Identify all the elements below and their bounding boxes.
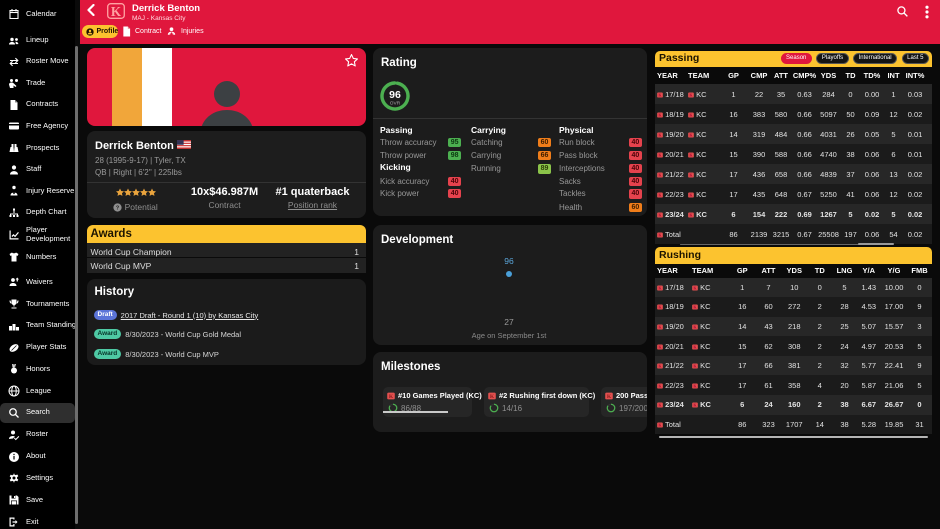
- svg-text:K: K: [490, 394, 495, 400]
- svg-text:K: K: [689, 192, 693, 197]
- svg-text:K: K: [658, 305, 662, 310]
- svg-text:K: K: [693, 285, 697, 290]
- svg-text:K: K: [693, 305, 697, 310]
- svg-text:K: K: [689, 132, 693, 137]
- svg-text:K: K: [658, 285, 662, 290]
- svg-text:K: K: [658, 112, 662, 117]
- svg-text:K: K: [658, 192, 662, 197]
- svg-text:K: K: [658, 383, 662, 388]
- svg-text:K: K: [689, 172, 693, 177]
- svg-text:K: K: [693, 344, 697, 349]
- svg-text:K: K: [689, 212, 693, 217]
- svg-text:K: K: [693, 403, 697, 408]
- svg-text:96: 96: [389, 89, 401, 101]
- svg-text:?: ?: [116, 205, 120, 211]
- svg-text:K: K: [693, 325, 697, 330]
- svg-text:K: K: [658, 92, 662, 97]
- svg-text:K: K: [658, 344, 662, 349]
- svg-text:K: K: [658, 403, 662, 408]
- svg-text:K: K: [607, 394, 612, 400]
- svg-text:K: K: [658, 423, 662, 428]
- svg-text:K: K: [658, 325, 662, 330]
- svg-text:K: K: [658, 232, 662, 237]
- svg-text:K: K: [658, 364, 662, 369]
- svg-text:K: K: [689, 92, 693, 97]
- svg-text:K: K: [689, 112, 693, 117]
- svg-text:K: K: [658, 172, 662, 177]
- svg-text:K: K: [693, 364, 697, 369]
- svg-text:K: K: [658, 212, 662, 217]
- svg-text:OVR: OVR: [389, 100, 400, 106]
- svg-text:K: K: [389, 394, 394, 400]
- svg-text:K: K: [658, 152, 662, 157]
- svg-text:K: K: [693, 383, 697, 388]
- svg-text:K: K: [111, 4, 122, 19]
- svg-text:K: K: [658, 132, 662, 137]
- svg-text:K: K: [689, 152, 693, 157]
